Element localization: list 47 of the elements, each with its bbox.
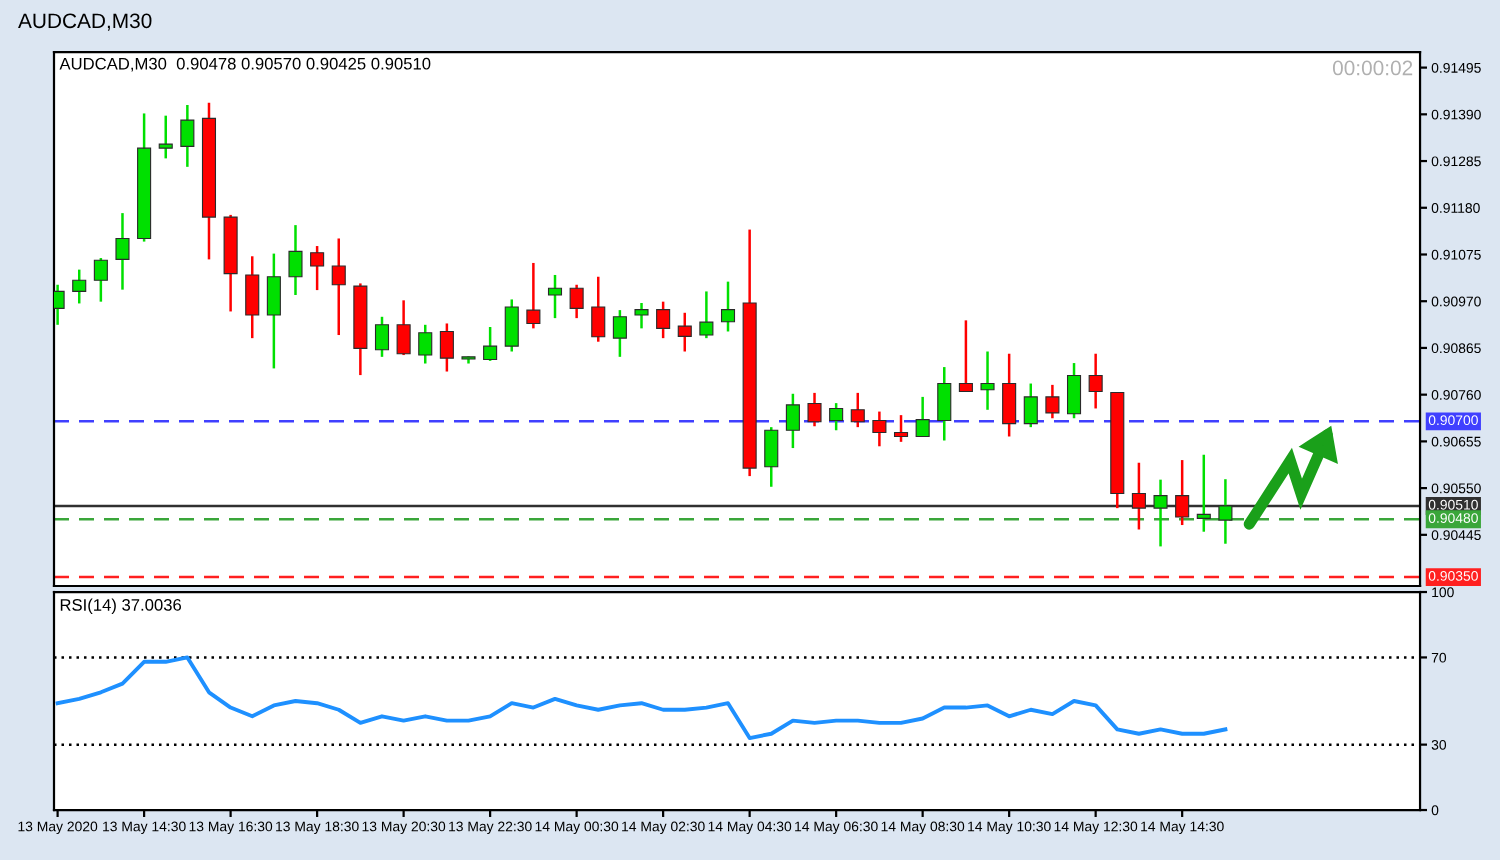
candlestick [72, 268, 87, 305]
candlestick [547, 273, 563, 320]
chart-title: RSI(14) 37.0036 [60, 598, 182, 615]
candlestick [893, 413, 909, 444]
candlestick [872, 410, 887, 448]
candlestick [937, 365, 952, 442]
candlestick [634, 301, 649, 330]
candlestick [93, 256, 108, 303]
candlestick [1045, 383, 1060, 420]
candlestick [569, 283, 584, 320]
candlestick [483, 325, 498, 363]
candlestick [915, 395, 930, 439]
candlestick [958, 319, 973, 393]
candlestick [785, 392, 800, 450]
candlestick [1088, 352, 1103, 410]
candlestick [331, 237, 346, 337]
candlestick [829, 401, 844, 432]
chart-subtitle: AUDCAD,M30 0.90478 0.90570 0.90425 0.90510 [59, 57, 431, 72]
candlestick [850, 391, 865, 429]
candlestick [1023, 382, 1038, 429]
candlestick [656, 300, 671, 340]
candlestick [1002, 352, 1017, 438]
candlestick [180, 103, 195, 169]
candlestick [504, 298, 519, 353]
candlestick [288, 223, 303, 297]
candlestick [591, 275, 606, 343]
candlestick [396, 299, 411, 357]
candlestick [245, 255, 260, 340]
candlestick [158, 114, 173, 160]
candlestick [310, 244, 325, 292]
candlestick [374, 315, 390, 359]
candlestick [418, 323, 433, 365]
candlestick [807, 391, 822, 428]
candlestick [980, 350, 995, 412]
candlestick [677, 311, 692, 353]
candlestick [439, 322, 454, 373]
candlestick [115, 211, 130, 291]
candlestick [720, 280, 736, 333]
chart-title: AUDCAD,M30 [18, 13, 152, 31]
candlestick [266, 252, 281, 370]
line-series [55, 655, 1228, 741]
candlestick [699, 290, 714, 340]
candlestick [764, 425, 779, 489]
candlestick [612, 308, 627, 359]
candlestick [526, 261, 541, 330]
annotation: 00:00:02 [1332, 60, 1413, 76]
candlestick [1066, 361, 1082, 420]
